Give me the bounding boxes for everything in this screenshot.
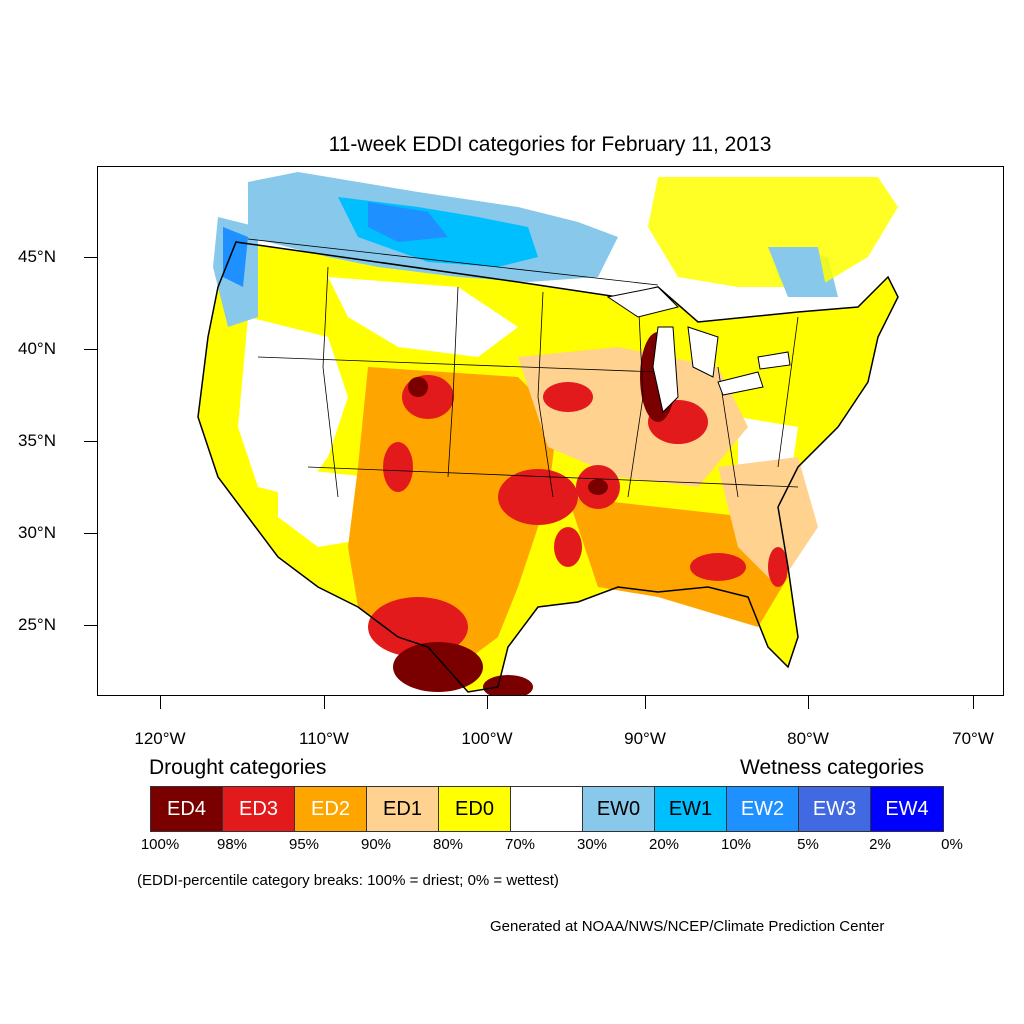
lat-label-25: 25°N xyxy=(18,615,56,634)
lon-tick xyxy=(487,696,488,709)
lat-label-30: 30°N xyxy=(18,523,56,542)
drought-heading: Drought categories xyxy=(149,756,327,779)
lat-tick xyxy=(84,257,97,258)
map-area xyxy=(97,166,1004,696)
region-ed2-south xyxy=(568,497,788,627)
lat-tick xyxy=(84,533,97,534)
lat-tick xyxy=(84,349,97,350)
lat-label-35: 35°N xyxy=(18,431,56,450)
region-ed1-southeast xyxy=(718,457,818,587)
legend-box-ed2: ED2 xyxy=(295,787,367,831)
percentile-label: 2% xyxy=(869,836,891,853)
percentile-label: 80% xyxy=(432,836,464,853)
lon-label-80: 80°W xyxy=(787,729,829,748)
lat-label-45: 45°N xyxy=(18,247,56,266)
legend-box-ew0: EW0 xyxy=(583,787,655,831)
percentile-label: 100% xyxy=(140,836,180,853)
lon-label-70: 70°W xyxy=(952,729,994,748)
legend-box-ew2: EW2 xyxy=(727,787,799,831)
region-canada-east-blue xyxy=(768,247,828,297)
lon-label-120: 120°W xyxy=(134,729,186,748)
lon-tick xyxy=(324,696,325,709)
percentile-label: 10% xyxy=(720,836,752,853)
legend-box-ew1: EW1 xyxy=(655,787,727,831)
wetness-heading: Wetness categories xyxy=(740,756,925,779)
legend-box-ew3: EW3 xyxy=(799,787,871,831)
region-ed1-midwest xyxy=(518,347,748,487)
lon-tick xyxy=(645,696,646,709)
lat-tick xyxy=(84,625,97,626)
percentile-label: 30% xyxy=(576,836,608,853)
region-ew-west2 xyxy=(223,227,248,287)
region-ed2-plains xyxy=(348,367,558,667)
lon-tick xyxy=(160,696,161,709)
percentile-label: 90% xyxy=(360,836,392,853)
legend-box-ed4: ED4 xyxy=(151,787,223,831)
legend-box-ed3: ED3 xyxy=(223,787,295,831)
percentile-label: 0% xyxy=(941,836,963,853)
legend-box-normal xyxy=(511,787,583,831)
region-white-west xyxy=(238,317,348,497)
lat-tick xyxy=(84,441,97,442)
coastline xyxy=(197,241,899,693)
percentile-label: 5% xyxy=(797,836,819,853)
category-note: (EDDI-percentile category breaks: 100% =… xyxy=(137,872,559,889)
state-boundaries xyxy=(247,238,799,498)
region-ew2-north xyxy=(368,202,448,242)
percentile-label: 95% xyxy=(288,836,320,853)
great-lakes xyxy=(606,286,791,413)
map-title: 11-week EDDI categories for February 11,… xyxy=(328,133,772,156)
region-white-north xyxy=(328,277,518,357)
legend-box-ed0: ED0 xyxy=(439,787,511,831)
legend-box-ed1: ED1 xyxy=(367,787,439,831)
legend-box-ew4: EW4 xyxy=(871,787,943,831)
percentile-label: 70% xyxy=(504,836,536,853)
lon-label-100: 100°W xyxy=(461,729,513,748)
lon-label-90: 90°W xyxy=(624,729,666,748)
region-canada-east xyxy=(648,177,898,287)
eddi-map xyxy=(197,172,899,695)
lat-label-40: 40°N xyxy=(18,339,56,358)
percentile-label: 20% xyxy=(648,836,680,853)
lon-tick xyxy=(808,696,809,709)
credit-line: Generated at NOAA/NWS/NCEP/Climate Predi… xyxy=(490,918,885,935)
percentile-label: 98% xyxy=(216,836,248,853)
lon-label-110: 110°W xyxy=(299,729,349,748)
lon-tick xyxy=(973,696,974,709)
legend-bar: ED4 ED3 ED2 ED1 ED0 EW0 EW1 EW2 EW3 EW4 xyxy=(150,786,944,832)
